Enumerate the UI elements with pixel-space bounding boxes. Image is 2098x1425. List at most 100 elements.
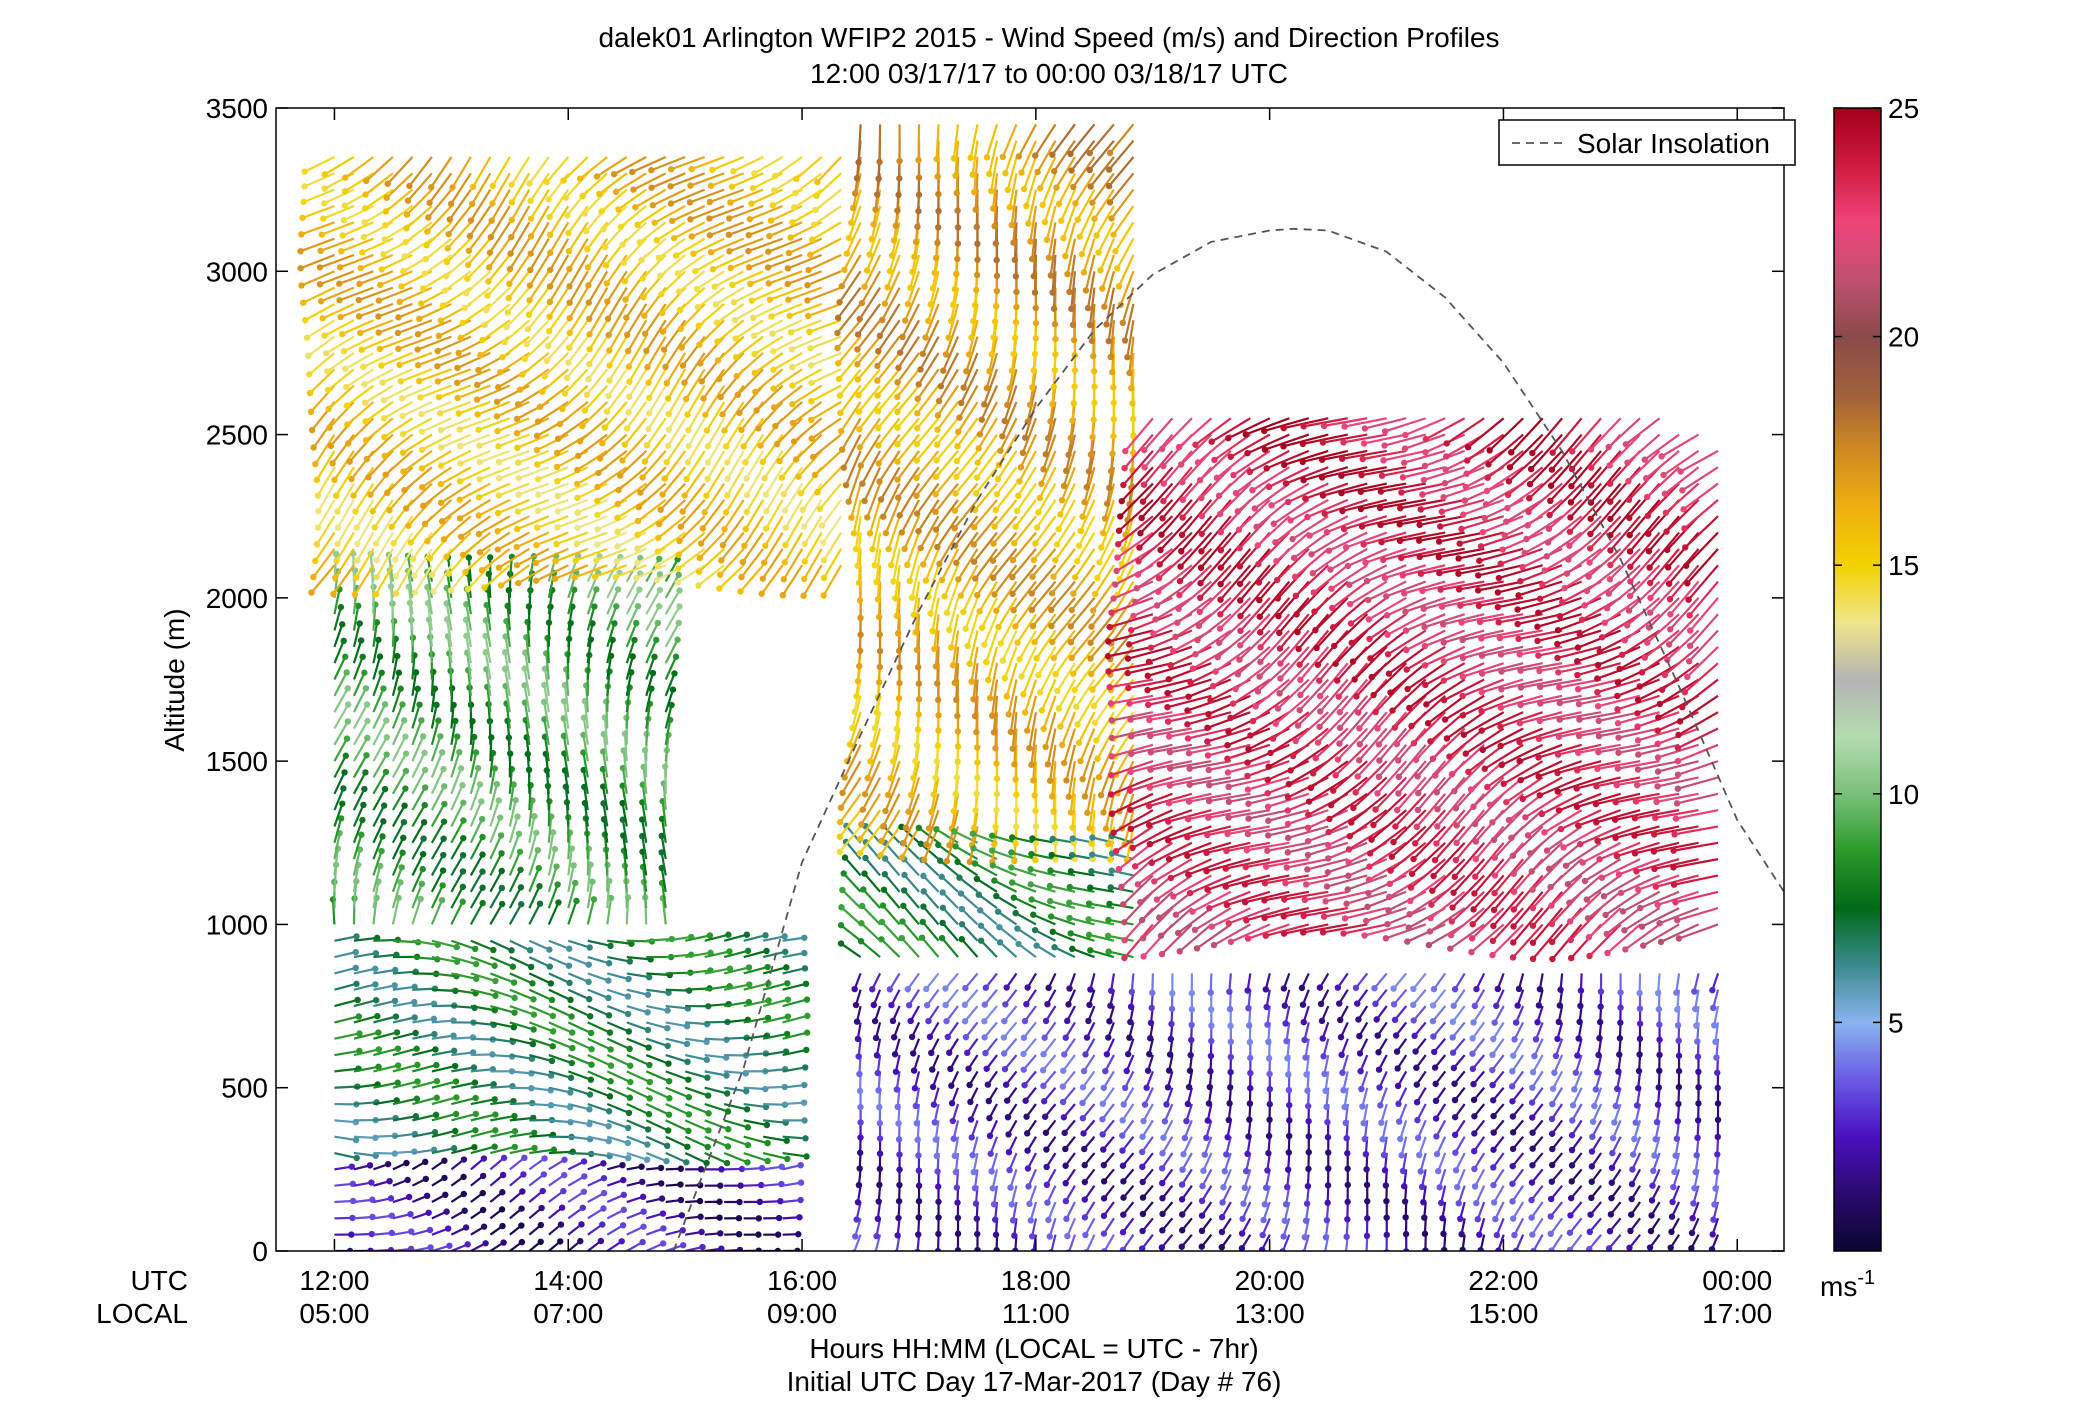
wind-barb-head (1050, 383, 1058, 391)
wind-barb (340, 237, 374, 253)
wind-barb-head (315, 508, 322, 515)
wind-barb (509, 956, 532, 968)
wind-barb-head (981, 1001, 988, 1008)
wind-barb-head (450, 1032, 457, 1039)
wind-barb-head (901, 871, 908, 879)
wind-barb-head (353, 1154, 360, 1162)
wind-barb-head (350, 492, 357, 499)
wind-barb-head (912, 1102, 919, 1110)
wind-barb-head (989, 557, 997, 564)
wind-barb-head (845, 234, 853, 242)
wind-barb-head (408, 1228, 415, 1235)
wind-barb-head (736, 409, 743, 416)
wind-barb-head (931, 269, 938, 277)
wind-barb-head (1060, 234, 1067, 242)
wind-barb-head (506, 265, 514, 273)
wind-barb-head (492, 1127, 499, 1134)
wind-barb-head (1083, 1248, 1090, 1251)
wind-barb-head (604, 298, 611, 305)
wind-barb-head (836, 848, 844, 856)
wind-barb (373, 999, 396, 1008)
wind-barb-head (440, 818, 448, 825)
wind-barb (528, 800, 534, 827)
wind-barb-head (726, 948, 733, 955)
wind-barb-head (384, 1160, 392, 1168)
wind-barb-head (1010, 894, 1017, 901)
wind-barb-head (372, 950, 380, 957)
wind-barb-head (465, 554, 473, 561)
wind-barb-head (854, 346, 861, 353)
wind-barb-head (781, 933, 788, 940)
wind-barb-head (541, 1155, 548, 1162)
wind-barb-head (986, 1132, 994, 1140)
wind-barb-head (352, 1136, 360, 1144)
wind-barb (508, 833, 521, 860)
wind-barb-head (938, 873, 945, 880)
wind-barb-head (766, 296, 774, 303)
wind-barb-head (935, 841, 942, 849)
wind-barb-head (849, 724, 856, 732)
wind-barb (412, 939, 438, 946)
wind-barb (484, 303, 511, 326)
wind-barb-head (1068, 167, 1075, 174)
wind-barb-head (974, 744, 981, 751)
wind-barb-head (494, 546, 502, 553)
wind-barb (509, 972, 533, 985)
wind-barb (402, 433, 433, 454)
wind-barb-head (987, 1150, 994, 1157)
wind-barb (412, 1002, 435, 1008)
wind-barb-head (622, 296, 629, 303)
wind-barb-head (1028, 1233, 1036, 1240)
wind-barb-head (973, 223, 980, 231)
wind-barb-head (946, 1049, 953, 1056)
wind-barb-head (518, 1238, 526, 1246)
wind-barb-head (382, 208, 390, 215)
wind-barb (334, 548, 355, 579)
wind-barb-head (394, 1079, 401, 1086)
wind-barb-head (952, 490, 959, 497)
wind-barb (342, 221, 374, 237)
wind-barb-head (951, 1152, 958, 1160)
wind-barb-head (432, 1111, 440, 1119)
wind-barb-head (599, 440, 606, 447)
wind-barb-head (1077, 757, 1084, 765)
wind-barb-head (614, 514, 621, 521)
wind-barb-head (1042, 451, 1049, 458)
wind-barb-head (442, 1191, 449, 1199)
wind-barb-head (684, 459, 692, 466)
wind-barb (397, 319, 433, 335)
wind-barb-head (431, 1129, 439, 1136)
wind-barb-head (553, 540, 560, 548)
wind-barb-head (996, 939, 1004, 946)
wind-barb-head (965, 351, 973, 358)
wind-barb (364, 384, 394, 404)
wind-barb-head (905, 808, 912, 815)
wind-barb-head (951, 285, 959, 293)
wind-barb (430, 838, 445, 860)
wind-barb-head (721, 427, 728, 434)
wind-barb-head (901, 545, 908, 553)
wind-barb-head (929, 1066, 936, 1073)
wind-barb-head (866, 251, 873, 258)
wind-barb-head (845, 498, 852, 505)
wind-barb-head (770, 366, 777, 373)
wind-barb (487, 254, 511, 283)
wind-barb-head (703, 427, 711, 434)
wind-barb-head (1008, 864, 1015, 871)
wind-barb-head (642, 330, 649, 337)
wind-barb-head (402, 505, 410, 512)
wind-barb-head (948, 1100, 956, 1107)
wind-barb-head (344, 718, 352, 725)
wind-barb-head (397, 685, 404, 692)
wind-barb-head (437, 444, 445, 451)
wind-barb-head (358, 831, 365, 838)
wind-barb-head (784, 980, 791, 987)
wind-barb-head (546, 946, 553, 953)
wind-barb-head (836, 392, 844, 399)
wind-barb-head (1039, 1067, 1047, 1074)
wind-barb-head (472, 1110, 480, 1118)
wind-barb-head (783, 964, 790, 971)
wind-barb-head (1039, 201, 1046, 209)
wind-barb-head (914, 663, 922, 671)
wind-barb-head (485, 278, 492, 285)
